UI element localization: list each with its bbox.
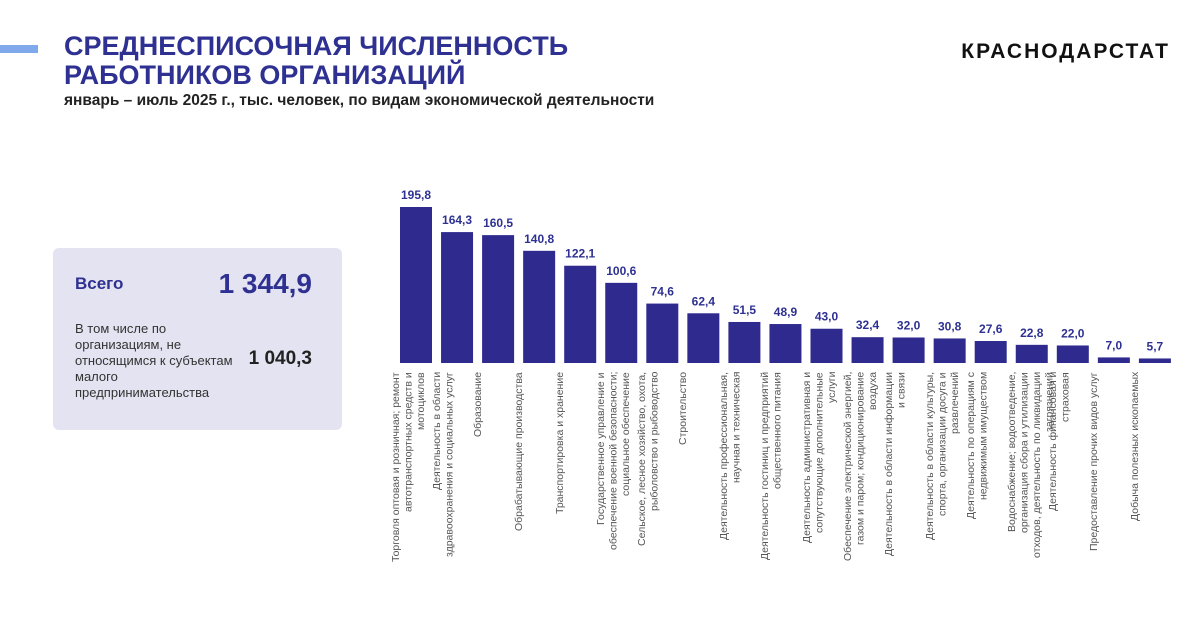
bar: [523, 250, 556, 363]
title: СРЕДНЕСПИСОЧНАЯ ЧИСЛЕННОСТЬ РАБОТНИКОВ О…: [64, 31, 569, 90]
bar: [728, 321, 761, 363]
bar: [1138, 358, 1171, 363]
value-label: 195,8: [401, 188, 431, 202]
value-label: 100,6: [606, 264, 636, 278]
bar: [974, 341, 1007, 363]
value-label: 30,8: [938, 319, 962, 333]
value-label: 51,5: [733, 303, 757, 317]
bar: [687, 313, 720, 363]
bar: [441, 232, 474, 363]
bar: [1015, 344, 1048, 363]
value-label: 32,0: [897, 319, 921, 333]
part-label: В том числе по организациям, не относящи…: [75, 321, 233, 400]
value-label: 48,9: [774, 305, 798, 319]
value-label: 22,8: [1020, 326, 1044, 340]
bar: [400, 207, 432, 363]
value-label: 7,0: [1106, 338, 1123, 352]
bar: [646, 303, 679, 363]
value-label: 74,6: [651, 285, 675, 299]
bar: [851, 337, 884, 363]
category-label: Добыча полезных ископаемых: [1128, 372, 1141, 522]
subtitle: январь – июль 2025 г., тыс. человек, по …: [64, 92, 655, 109]
value-label: 43,0: [815, 310, 839, 324]
bar: [605, 282, 638, 363]
bar: [769, 324, 802, 363]
brand: КРАСНОДАРСТАТ: [961, 40, 1170, 63]
bar: [1097, 357, 1130, 363]
accent-bar: [0, 45, 38, 53]
value-label: 62,4: [692, 294, 716, 308]
value-label: 140,8: [524, 232, 554, 246]
bar: [482, 235, 515, 363]
value-label: 164,3: [442, 213, 472, 227]
bar: [1056, 345, 1089, 363]
value-label: 122,1: [565, 247, 595, 261]
value-label: 22,0: [1061, 326, 1085, 340]
part-value: 1 040,3: [248, 348, 312, 369]
value-label: 160,5: [483, 216, 513, 230]
total-value: 1 344,9: [218, 268, 312, 299]
bar: [892, 337, 925, 363]
value-label: 32,4: [856, 318, 880, 332]
summary-box: Всего 1 344,9 В том числе по организация…: [53, 248, 342, 430]
bar: [810, 328, 843, 363]
bar: [933, 338, 966, 363]
total-label: Всего: [75, 274, 124, 293]
value-label: 27,6: [979, 322, 1003, 336]
value-label: 5,7: [1147, 339, 1164, 353]
bar: [564, 265, 597, 363]
